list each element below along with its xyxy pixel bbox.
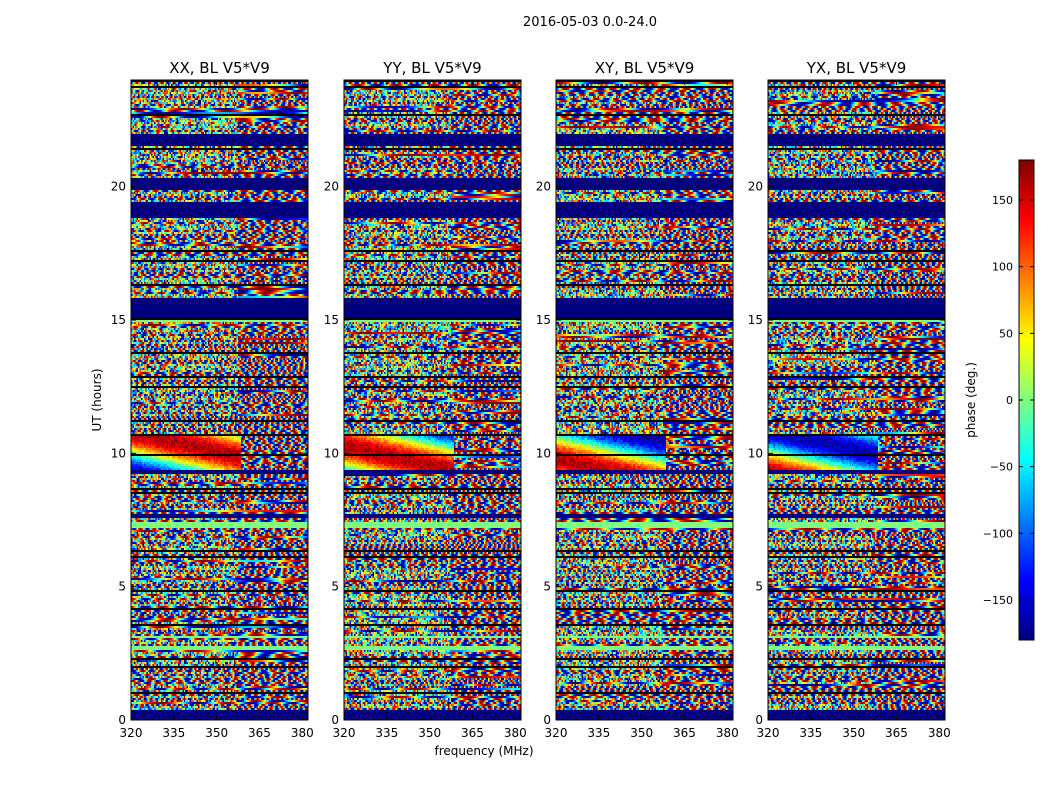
x-tick-label: 365 xyxy=(673,726,696,740)
x-tick-label: 350 xyxy=(630,726,653,740)
panel-frame xyxy=(130,79,309,721)
x-tick-label: 365 xyxy=(461,726,484,740)
y-tick-label: 15 xyxy=(324,313,339,327)
y-tick-label: 15 xyxy=(536,313,551,327)
y-tick-label: 5 xyxy=(543,580,551,594)
x-tick-label: 320 xyxy=(545,726,568,740)
x-tick-label: 335 xyxy=(799,726,822,740)
colorbar-tick-label: 0 xyxy=(1006,394,1013,407)
x-tick-label: 320 xyxy=(757,726,780,740)
y-tick-label: 0 xyxy=(118,713,126,727)
y-tick-label: 0 xyxy=(543,713,551,727)
x-tick-label: 380 xyxy=(928,726,951,740)
colorbar-label: phase (deg.) xyxy=(964,362,978,438)
colorbar-tick-label: −100 xyxy=(983,527,1013,540)
y-tick-label: 10 xyxy=(324,446,339,460)
x-tick-label: 335 xyxy=(587,726,610,740)
figure-suptitle: 2016-05-03 0.0-24.0 xyxy=(523,15,657,30)
colorbar-tick-label: −150 xyxy=(983,594,1013,607)
colorbar: 150 100 50 0 −50 −100 −150 xyxy=(983,159,1035,641)
heatmap-image xyxy=(344,80,521,720)
x-tick-label: 380 xyxy=(716,726,739,740)
y-tick-label: 15 xyxy=(748,313,763,327)
x-tick-label: 320 xyxy=(120,726,143,740)
x-tick-label: 350 xyxy=(418,726,441,740)
panel-frame xyxy=(343,79,522,721)
panel-0: XX, BL V5*V9 320 335 350 365 380 0 5 10 15 20 xyxy=(111,59,314,740)
x-tick-label: 335 xyxy=(375,726,398,740)
x-tick-label: 380 xyxy=(291,726,314,740)
x-axis-label: frequency (MHz) xyxy=(434,744,533,758)
x-tick-label: 380 xyxy=(504,726,527,740)
x-tick-label: 350 xyxy=(842,726,865,740)
panel-title: XY, BL V5*V9 xyxy=(595,59,695,77)
heatmap-image xyxy=(768,80,945,720)
y-tick-label: 5 xyxy=(755,580,763,594)
panel-title: YY, BL V5*V9 xyxy=(382,59,481,77)
y-tick-label: 5 xyxy=(331,580,339,594)
x-tick-label: 365 xyxy=(885,726,908,740)
y-tick-label: 10 xyxy=(111,446,126,460)
y-tick-label: 20 xyxy=(748,180,763,194)
panel-1: YY, BL V5*V9 320 335 350 365 380 0 5 10 15 20 xyxy=(324,59,527,740)
x-tick-label: 365 xyxy=(248,726,271,740)
x-tick-label: 335 xyxy=(162,726,185,740)
colorbar-tick-label: 100 xyxy=(992,261,1013,274)
y-tick-label: 5 xyxy=(118,580,126,594)
colorbar-tick-label: 150 xyxy=(992,194,1013,207)
y-tick-label: 20 xyxy=(536,180,551,194)
panel-frame xyxy=(555,79,734,721)
x-tick-label: 350 xyxy=(205,726,228,740)
panel-frame xyxy=(767,79,946,721)
panel-3: YX, BL V5*V9 320 335 350 365 380 0 5 10 15 20 xyxy=(748,59,951,740)
colorbar-tick-label: 50 xyxy=(999,327,1013,340)
heatmap-image xyxy=(131,80,308,720)
y-tick-label: 10 xyxy=(748,446,763,460)
heatmap-image xyxy=(556,80,733,720)
y-tick-label: 0 xyxy=(331,713,339,727)
panel-title: XX, BL V5*V9 xyxy=(169,59,270,77)
colorbar-tick-label: −50 xyxy=(990,461,1013,474)
y-tick-label: 20 xyxy=(111,180,126,194)
y-tick-label: 15 xyxy=(111,313,126,327)
y-tick-label: 10 xyxy=(536,446,551,460)
y-axis-label: UT (hours) xyxy=(90,368,104,431)
x-tick-label: 320 xyxy=(333,726,356,740)
panel-title: YX, BL V5*V9 xyxy=(806,59,907,77)
panel-2: XY, BL V5*V9 320 335 350 365 380 0 5 10 15 20 xyxy=(536,59,739,740)
y-tick-label: 20 xyxy=(324,180,339,194)
y-tick-label: 0 xyxy=(755,713,763,727)
